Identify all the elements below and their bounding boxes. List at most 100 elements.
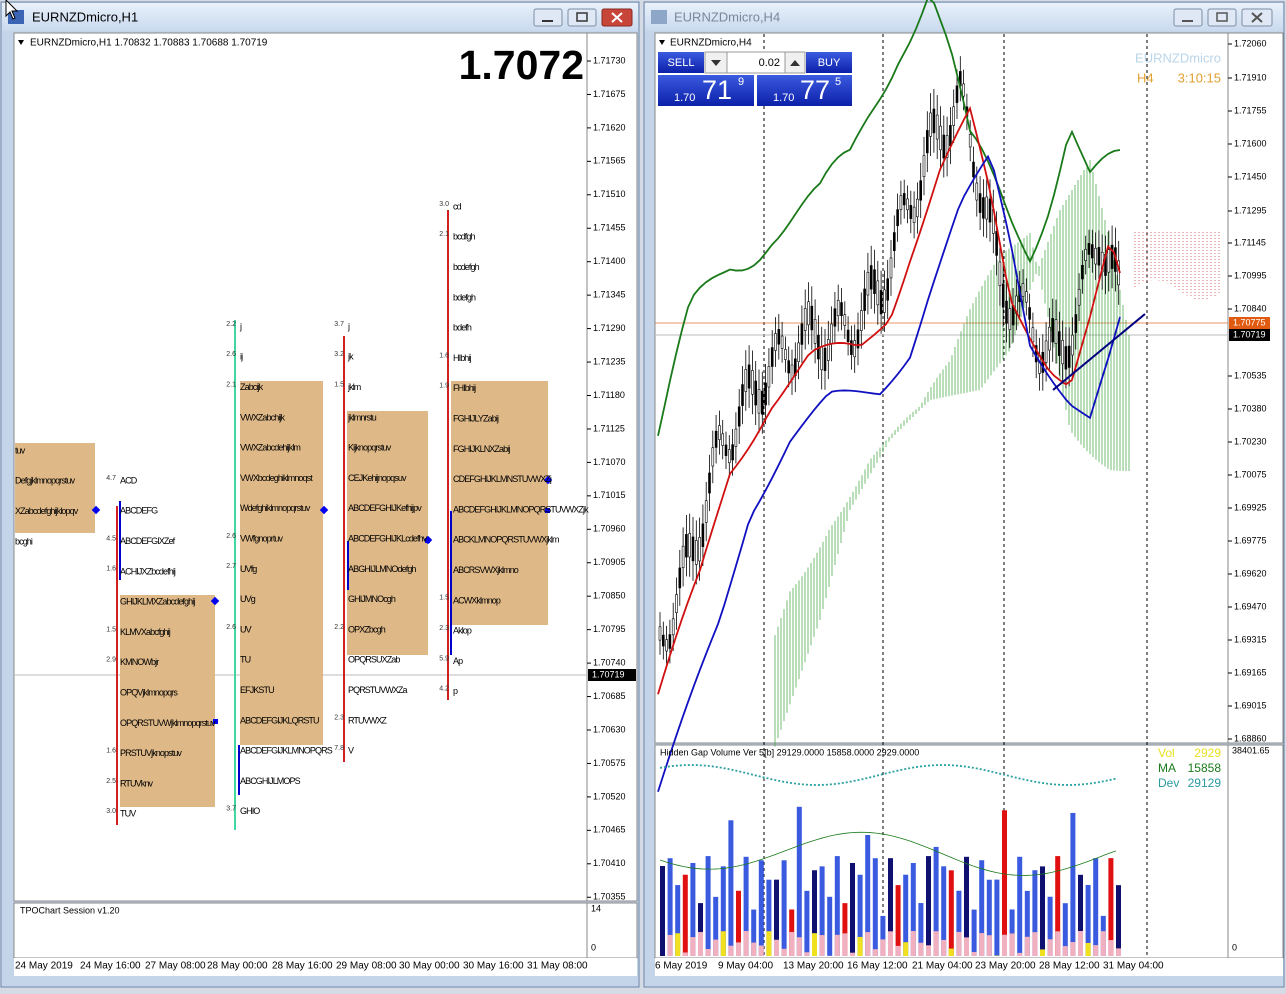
tpo-row: UVfg bbox=[240, 564, 257, 574]
restore-button[interactable] bbox=[568, 9, 596, 26]
candle-body bbox=[709, 473, 711, 493]
volume-bar bbox=[850, 863, 855, 956]
price-label: 1.71400 bbox=[593, 256, 626, 266]
volume-low bbox=[698, 932, 703, 956]
tpo-row: EFJKSTU bbox=[240, 685, 274, 695]
volume-low bbox=[744, 931, 749, 956]
tpo-number: 5.9 bbox=[439, 655, 449, 662]
volume-low bbox=[1116, 948, 1121, 956]
candle-body bbox=[850, 341, 852, 355]
volume-low bbox=[964, 937, 969, 956]
volume-bar bbox=[706, 856, 711, 956]
volume-low bbox=[1002, 935, 1007, 956]
volume-bar bbox=[782, 860, 787, 956]
candle-body bbox=[775, 334, 777, 351]
candle-body bbox=[768, 366, 770, 387]
tpo-row: ABGHIJLMNOdefgh bbox=[348, 564, 416, 574]
legend-value: 15858 bbox=[1188, 761, 1222, 775]
price-label: 1.71620 bbox=[593, 122, 626, 132]
candle-body bbox=[949, 125, 951, 145]
price-label: 1.69620 bbox=[1234, 568, 1267, 578]
date-label: 27 May 08:00 bbox=[145, 961, 206, 972]
candle-body bbox=[1062, 340, 1064, 363]
volume-low bbox=[789, 932, 794, 956]
restore-button[interactable] bbox=[1208, 9, 1236, 26]
date-label: 28 May 12:00 bbox=[1039, 961, 1100, 972]
candle-body bbox=[705, 501, 707, 523]
price-label: 1.69315 bbox=[1234, 634, 1267, 644]
tpo-number: 3.7 bbox=[226, 806, 236, 813]
date-label: 6 May 2019 bbox=[655, 961, 708, 972]
candle-body bbox=[689, 533, 691, 557]
left-header: EURNZDmicro,H1 1.70832 1.70883 1.70688 1… bbox=[30, 38, 268, 49]
tpo-row: TUV bbox=[120, 809, 136, 819]
candle-body bbox=[926, 130, 928, 152]
buy-price-frac: 5 bbox=[835, 76, 841, 88]
candle-body bbox=[751, 370, 753, 394]
price-label: 1.70465 bbox=[593, 825, 626, 835]
candle-body bbox=[1091, 245, 1093, 258]
candle-body bbox=[669, 635, 671, 649]
candle-body bbox=[953, 107, 955, 126]
volume-low bbox=[903, 942, 908, 956]
tpo-row: bdefgh bbox=[453, 292, 476, 302]
volume-bar bbox=[1070, 813, 1075, 956]
volume-bar bbox=[1017, 857, 1022, 956]
candle-body bbox=[1081, 265, 1083, 279]
bar-timer: 3:10:15 bbox=[1178, 70, 1221, 85]
tpo-row: ABCDEFGIJKLQRSTU bbox=[240, 715, 319, 725]
price-label: 1.68860 bbox=[1234, 733, 1267, 743]
candle-body bbox=[821, 346, 823, 369]
tpo-row: ABCRSVWXjklmno bbox=[453, 565, 519, 575]
legend-name: MA bbox=[1158, 761, 1176, 775]
left-window-controls[interactable] bbox=[534, 9, 632, 26]
tpo-row: ABCKLMNOPQRSTUVWXjklm bbox=[453, 535, 559, 545]
candle-body bbox=[841, 303, 843, 316]
candle-body bbox=[827, 339, 829, 360]
tpo-number: 3.0 bbox=[439, 201, 449, 208]
candle-body bbox=[685, 534, 687, 557]
volume-low bbox=[1032, 932, 1037, 956]
candle-body bbox=[758, 389, 760, 413]
volume-low bbox=[721, 931, 726, 956]
tpo-row: ABCDEFGIJKLMNOPQRS bbox=[240, 746, 333, 756]
candle-body bbox=[870, 266, 872, 290]
minimize-button[interactable] bbox=[534, 9, 562, 26]
candle-body bbox=[732, 445, 734, 460]
volume-low bbox=[751, 943, 756, 956]
candle-body bbox=[735, 429, 737, 447]
volume-low bbox=[972, 952, 977, 956]
price-label: 1.70410 bbox=[593, 858, 626, 868]
tpo-row: ABCDEFG bbox=[120, 506, 158, 516]
candle-body bbox=[890, 258, 892, 278]
candle-body bbox=[804, 308, 806, 330]
candle-body bbox=[1052, 318, 1054, 342]
buy-label[interactable]: BUY bbox=[818, 57, 841, 69]
tpo-row: ABCDEFGHIJKLMNOPQRSTUVWXZjk bbox=[453, 504, 589, 514]
candle-body bbox=[811, 306, 813, 330]
right-window-controls[interactable] bbox=[1174, 9, 1272, 26]
legend-value: 29129 bbox=[1188, 776, 1222, 790]
candle-body bbox=[1068, 346, 1070, 367]
volume-low bbox=[690, 937, 695, 956]
candle-body bbox=[1072, 335, 1074, 355]
price-label: 1.70740 bbox=[593, 657, 626, 667]
candle-body bbox=[745, 369, 747, 391]
candle-body bbox=[913, 207, 915, 223]
candle-body bbox=[659, 627, 661, 640]
sell-label[interactable]: SELL bbox=[668, 57, 695, 69]
volume-low bbox=[842, 933, 847, 956]
legend-name: Dev bbox=[1158, 776, 1179, 790]
candle-body bbox=[986, 197, 988, 219]
lot-value[interactable]: 0.02 bbox=[759, 57, 780, 69]
tpo-row: bdefh bbox=[453, 323, 472, 333]
candle-body bbox=[979, 194, 981, 213]
volume-scale: 0 bbox=[1232, 942, 1237, 952]
minimize-button[interactable] bbox=[1174, 9, 1202, 26]
legend-name: Vol bbox=[1158, 746, 1175, 760]
volume-bar bbox=[1116, 885, 1121, 956]
volume-low bbox=[956, 932, 961, 956]
price-label: 1.70630 bbox=[593, 724, 626, 734]
current-price: 1.70719 bbox=[592, 669, 625, 679]
candle-body bbox=[933, 109, 935, 133]
